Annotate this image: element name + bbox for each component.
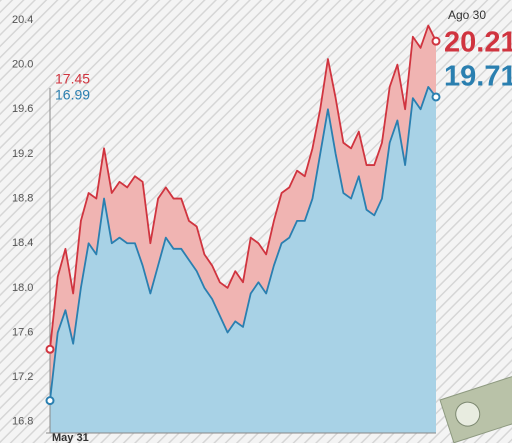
y-tick-label: 17.2 [12,371,33,383]
end-value-label: 20.21 [444,27,512,59]
end-marker [45,396,55,406]
banknote [439,374,512,443]
series-line [49,86,437,401]
y-tick-label: 18.0 [12,282,33,294]
end-marker [45,344,55,354]
start-value-label: 16.99 [55,87,90,103]
y-tick-label: 16.8 [12,416,33,428]
y-tick-label: 20.0 [12,59,33,71]
start-value-label: 17.45 [55,71,90,87]
y-tick-label: 19.2 [12,148,33,160]
y-tick-label: 18.4 [12,237,33,249]
end-value-label: 19.71 [444,61,512,93]
y-tick-label: 20.4 [12,14,33,26]
y-tick-label: 19.6 [12,103,33,115]
series-line [49,24,437,350]
area [50,86,436,433]
y-tick-label: 18.8 [12,192,33,204]
end-marker [431,92,441,102]
end-marker [431,36,441,46]
x-tick-label: Ago 30 [448,8,486,22]
x-tick-label: May 31 [52,432,89,443]
y-tick-label: 17.6 [12,326,33,338]
